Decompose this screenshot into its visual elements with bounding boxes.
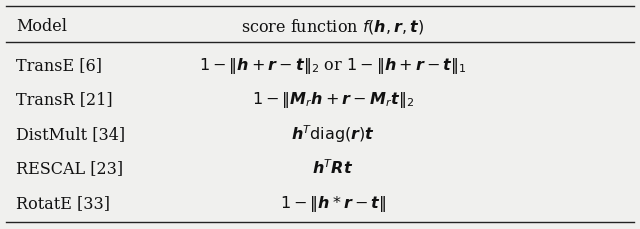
- Text: RESCAL [23]: RESCAL [23]: [16, 160, 123, 177]
- Text: score function $f(\boldsymbol{h}, \boldsymbol{r}, \boldsymbol{t})$: score function $f(\boldsymbol{h}, \bolds…: [241, 17, 424, 36]
- Text: TransR [21]: TransR [21]: [16, 91, 113, 108]
- Text: DistMult [34]: DistMult [34]: [16, 125, 125, 142]
- Text: $\boldsymbol{h}^T\boldsymbol{R}\boldsymbol{t}$: $\boldsymbol{h}^T\boldsymbol{R}\boldsymb…: [312, 159, 353, 178]
- Text: RotatE [33]: RotatE [33]: [16, 194, 110, 211]
- Text: $1 - \|\boldsymbol{M}_r\boldsymbol{h} + \boldsymbol{r} - \boldsymbol{M}_r\boldsy: $1 - \|\boldsymbol{M}_r\boldsymbol{h} + …: [252, 90, 414, 109]
- Text: $1 - \|\boldsymbol{h} * \boldsymbol{r} - \boldsymbol{t}\|$: $1 - \|\boldsymbol{h} * \boldsymbol{r} -…: [280, 193, 386, 213]
- Text: TransE [6]: TransE [6]: [16, 57, 102, 74]
- Text: $\boldsymbol{h}^T\mathrm{diag}(\boldsymbol{r})\boldsymbol{t}$: $\boldsymbol{h}^T\mathrm{diag}(\boldsymb…: [291, 123, 375, 145]
- Text: Model: Model: [16, 18, 67, 35]
- Text: $1 - \|\boldsymbol{h} + \boldsymbol{r} - \boldsymbol{t}\|_2$ or $1 - \|\boldsymb: $1 - \|\boldsymbol{h} + \boldsymbol{r} -…: [199, 55, 467, 75]
